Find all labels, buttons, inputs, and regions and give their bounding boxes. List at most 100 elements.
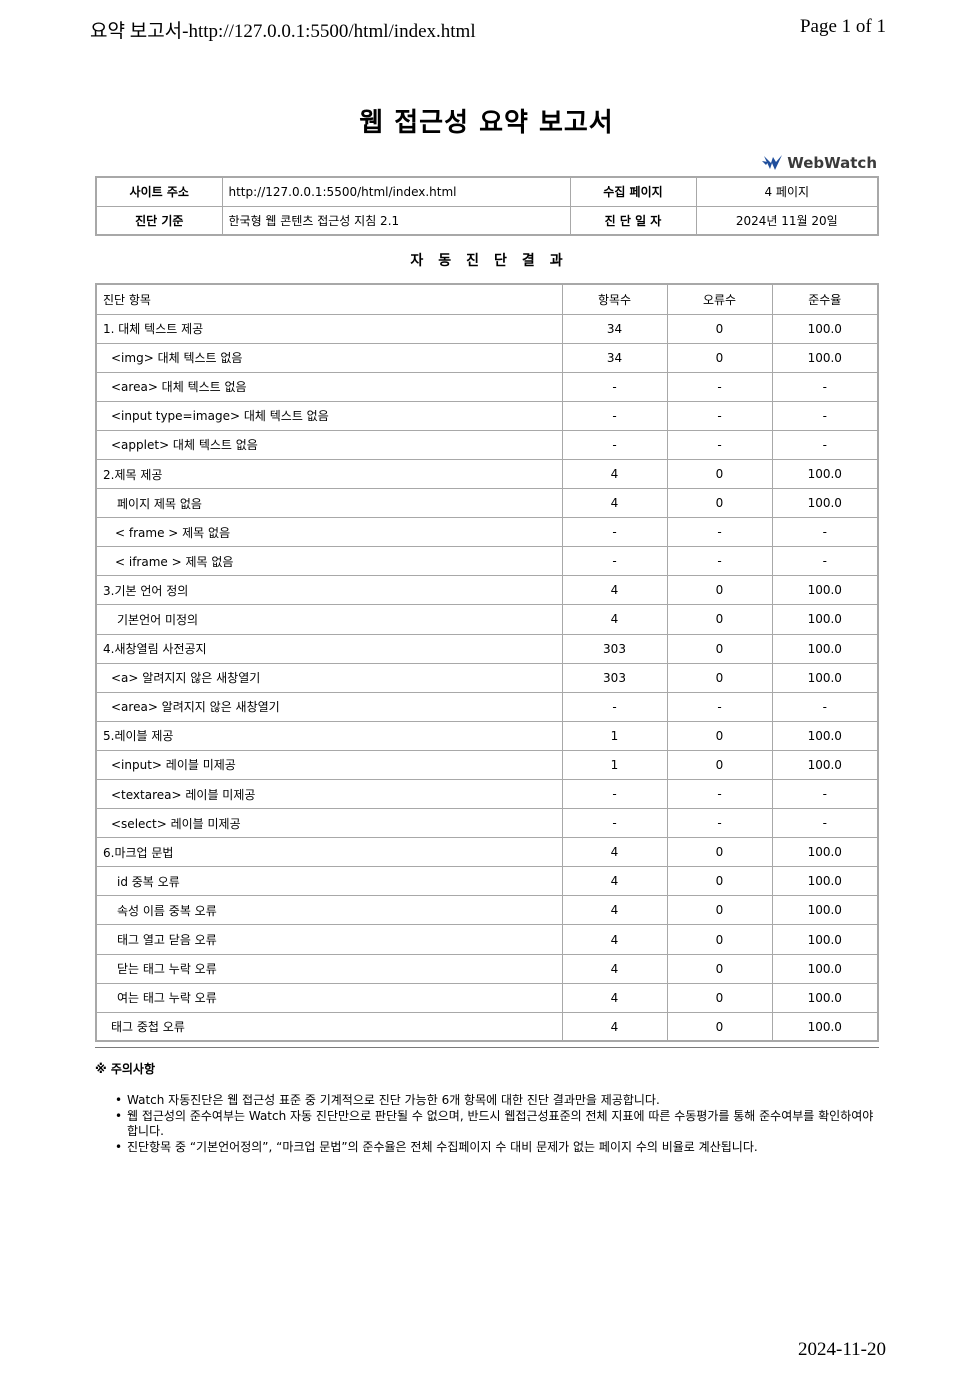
row-count: 4	[561, 575, 668, 606]
row-rate: 100.0	[771, 749, 879, 781]
row-item-name: 닫는 태그 누락 오류	[95, 953, 563, 984]
header-item: 진단 항목	[95, 283, 563, 315]
row-errors: -	[666, 400, 773, 431]
results-header-row: 진단 항목 항목수 오류수 준수율	[95, 283, 879, 315]
row-errors: -	[666, 546, 773, 577]
row-rate: 100.0	[771, 720, 879, 751]
row-count: -	[561, 400, 668, 431]
row-rate: 100.0	[771, 982, 879, 1013]
row-item-name: 속성 이름 중복 오류	[95, 895, 563, 926]
row-count: -	[561, 808, 668, 839]
table-row: 4.새창열림 사전공지 303 0 100.0	[95, 633, 879, 664]
row-rate: -	[771, 778, 879, 810]
webwatch-logo: WebWatch	[762, 152, 877, 174]
row-errors: 0	[666, 575, 773, 606]
table-row: <area> 알려지지 않은 새창열기 - - -	[95, 691, 879, 722]
row-errors: -	[666, 691, 773, 722]
table-row: 6.마크업 문법 4 0 100.0	[95, 837, 879, 868]
row-count: 34	[561, 342, 668, 373]
row-item-name: <a> 알려지지 않은 새창열기	[95, 662, 563, 693]
table-row: 5.레이블 제공 1 0 100.0	[95, 720, 879, 751]
info-table: 사이트 주소 http://127.0.0.1:5500/html/index.…	[95, 176, 879, 236]
row-rate: 100.0	[771, 488, 879, 519]
row-rate: 100.0	[771, 895, 879, 926]
row-errors: 0	[666, 720, 773, 751]
row-errors: -	[666, 429, 773, 460]
row-rate: 100.0	[771, 953, 879, 984]
table-row: 닫는 태그 누락 오류 4 0 100.0	[95, 953, 879, 984]
results-table: 진단 항목 항목수 오류수 준수율 1. 대체 텍스트 제공 34 0 100.0 <i…	[95, 283, 879, 1043]
row-rate: 100.0	[771, 924, 879, 955]
row-count: 1	[561, 749, 668, 781]
table-row: < iframe > 제목 없음 - - -	[95, 546, 879, 577]
row-item-name: < frame > 제목 없음	[95, 517, 563, 548]
row-rate: 100.0	[771, 313, 879, 344]
row-rate: -	[771, 691, 879, 722]
table-row: 태그 중첩 오류 4 0 100.0	[95, 1011, 879, 1042]
notes-item: Watch 자동진단은 웹 접근성 표준 중 기계적으로 진단 가능한 6개 항…	[115, 1093, 879, 1108]
row-count: 4	[561, 837, 668, 868]
row-item-name: <input> 레이블 미제공	[95, 749, 563, 781]
table-row: 속성 이름 중복 오류 4 0 100.0	[95, 895, 879, 926]
notes-list: Watch 자동진단은 웹 접근성 표준 중 기계적으로 진단 가능한 6개 항…	[95, 1093, 879, 1155]
row-errors: 0	[666, 837, 773, 868]
row-item-name: 여는 태그 누락 오류	[95, 982, 563, 1013]
table-row: 기본언어 미정의 4 0 100.0	[95, 604, 879, 635]
row-errors: 0	[666, 982, 773, 1013]
print-header-title: 요약 보고서-http://127.0.0.1:5500/html/index.…	[90, 21, 476, 42]
print-date: 2024-11-20	[798, 1339, 886, 1360]
row-rate: -	[771, 429, 879, 460]
row-item-name: id 중복 오류	[95, 866, 563, 897]
row-errors: 0	[666, 342, 773, 373]
pages-label: 수집 페이지	[569, 176, 697, 207]
table-row: 페이지 제목 없음 4 0 100.0	[95, 488, 879, 519]
table-row: <select> 레이블 미제공 - - -	[95, 808, 879, 839]
pages-value: 4 페이지	[695, 176, 879, 207]
row-count: 4	[561, 1011, 668, 1042]
row-count: 303	[561, 662, 668, 693]
row-errors: -	[666, 808, 773, 839]
header-errors: 오류수	[666, 283, 773, 315]
row-item-name: 태그 중첩 오류	[95, 1011, 563, 1042]
row-count: 4	[561, 604, 668, 635]
table-row: id 중복 오류 4 0 100.0	[95, 866, 879, 897]
row-rate: 100.0	[771, 662, 879, 693]
notes-item: 진단항목 중 “기본언어정의”, “마크업 문법”의 준수율은 전체 수집페이지…	[115, 1140, 879, 1155]
standard-value: 한국형 웹 콘텐츠 접근성 지침 2.1	[221, 205, 571, 236]
row-rate: 100.0	[771, 575, 879, 606]
row-errors: 0	[666, 633, 773, 664]
row-item-name: 3.기본 언어 정의	[95, 575, 563, 606]
page-indicator: Page 1 of 1	[799, 16, 886, 37]
row-errors: 0	[666, 895, 773, 926]
row-count: 34	[561, 313, 668, 344]
row-item-name: <area> 알려지지 않은 새창열기	[95, 691, 563, 722]
row-item-name: 4.새창열림 사전공지	[95, 633, 563, 664]
header-rate: 준수율	[771, 283, 879, 315]
row-errors: 0	[666, 662, 773, 693]
row-count: -	[561, 429, 668, 460]
date-label: 진 단 일 자	[569, 205, 697, 236]
row-item-name: <img> 대체 텍스트 없음	[95, 342, 563, 373]
row-count: 303	[561, 633, 668, 664]
row-count: 1	[561, 720, 668, 751]
row-rate: 100.0	[771, 342, 879, 373]
row-item-name: <area> 대체 텍스트 없음	[95, 371, 563, 402]
row-rate: -	[771, 517, 879, 548]
site-label: 사이트 주소	[95, 176, 223, 207]
row-item-name: 2.제목 제공	[95, 458, 563, 490]
row-errors: 0	[666, 604, 773, 635]
row-item-name: 페이지 제목 없음	[95, 488, 563, 519]
row-errors: -	[666, 371, 773, 402]
info-row: 사이트 주소 http://127.0.0.1:5500/html/index.…	[95, 176, 879, 207]
row-errors: 0	[666, 1011, 773, 1042]
row-item-name: 기본언어 미정의	[95, 604, 563, 635]
row-errors: 0	[666, 313, 773, 344]
row-rate: -	[771, 808, 879, 839]
table-row: <applet> 대체 텍스트 없음 - - -	[95, 429, 879, 460]
row-count: 4	[561, 866, 668, 897]
row-count: -	[561, 778, 668, 810]
table-row: 1. 대체 텍스트 제공 34 0 100.0	[95, 313, 879, 344]
row-count: 4	[561, 953, 668, 984]
table-row: 여는 태그 누락 오류 4 0 100.0	[95, 982, 879, 1013]
row-rate: -	[771, 400, 879, 431]
